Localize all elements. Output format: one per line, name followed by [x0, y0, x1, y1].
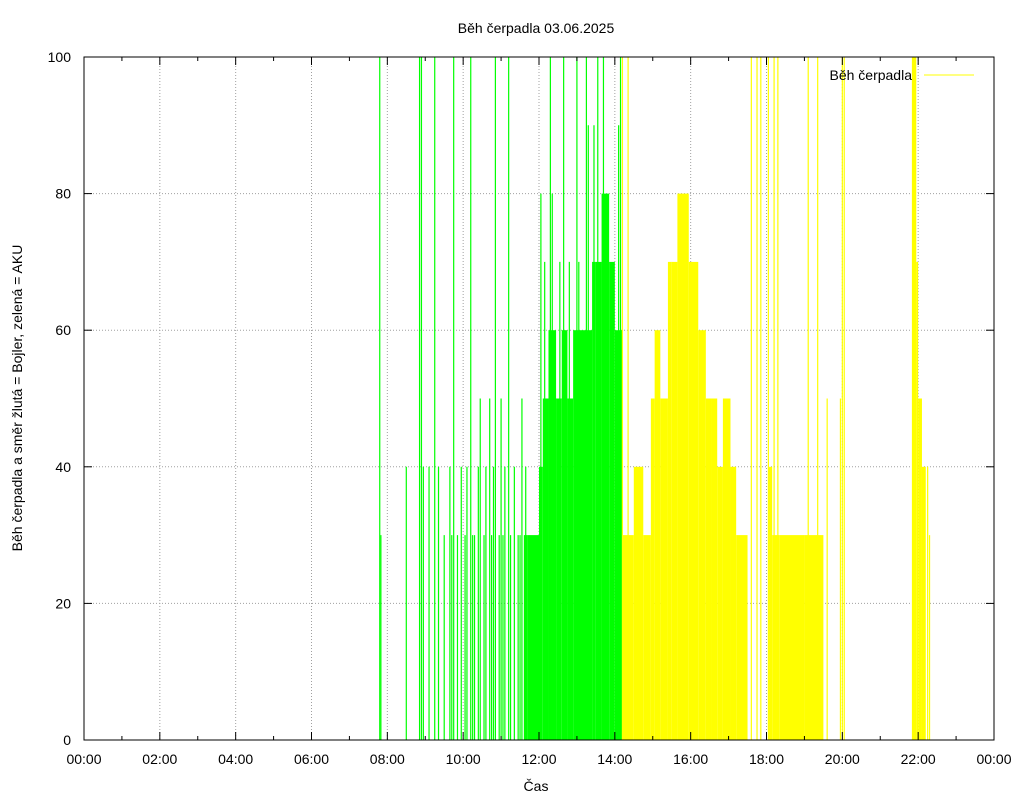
y-tick-label: 40: [55, 459, 71, 475]
bar: [567, 398, 574, 740]
bar: [804, 535, 824, 740]
x-tick-label: 16:00: [673, 751, 708, 767]
bar: [730, 466, 737, 740]
bar: [677, 193, 689, 741]
bar: [779, 535, 805, 740]
bar: [671, 261, 678, 740]
x-tick-label: 12:00: [521, 751, 556, 767]
bar: [654, 330, 661, 740]
bar: [667, 261, 672, 740]
x-tick-label: 10:00: [446, 751, 481, 767]
bar: [609, 261, 615, 740]
ticks: 00:00 02:00 04:00 06:00 08:00 10:00 12:00 14:00…: [48, 49, 1012, 767]
bar: [595, 261, 602, 740]
x-tick-label: 20:00: [825, 751, 860, 767]
bar: [688, 261, 699, 740]
x-tick-label: 00:00: [66, 751, 101, 767]
bar: [698, 330, 706, 740]
bar: [722, 398, 731, 740]
y-tick-label: 0: [63, 732, 71, 748]
x-tick-label: 04:00: [218, 751, 253, 767]
bar: [660, 398, 668, 740]
bar: [772, 535, 780, 740]
x-tick-label: 14:00: [597, 751, 632, 767]
y-axis-label: Běh čerpadla a směr žlutá = Bojler, zele…: [9, 245, 25, 552]
bar: [736, 535, 748, 740]
legend-label: Běh čerpadla: [829, 67, 912, 83]
bar: [717, 466, 723, 740]
bar: [578, 330, 585, 740]
bar: [527, 535, 539, 740]
y-tick-label: 100: [48, 49, 72, 65]
x-tick-label: 22:00: [901, 751, 936, 767]
bar: [918, 398, 922, 740]
x-axis-label: Čas: [524, 778, 549, 794]
bar: [768, 466, 773, 740]
chart-title: Běh čerpadla 03.06.2025: [458, 20, 615, 36]
x-tick-label: 08:00: [370, 751, 405, 767]
legend: Běh čerpadla: [829, 67, 974, 83]
bar: [601, 193, 610, 741]
bar: [633, 466, 644, 740]
bar: [705, 398, 712, 740]
bar: [573, 330, 579, 740]
bar: [542, 398, 549, 740]
bars: [379, 57, 931, 741]
bar: [650, 398, 655, 740]
bar: [711, 398, 718, 740]
bar: [916, 261, 919, 740]
bar: [561, 330, 568, 740]
bar: [556, 398, 562, 740]
bar: [921, 466, 926, 740]
bar: [643, 535, 651, 740]
x-tick-label: 00:00: [976, 751, 1011, 767]
bar: [912, 57, 917, 740]
x-tick-label: 18:00: [749, 751, 784, 767]
y-tick-label: 80: [55, 186, 71, 202]
y-tick-label: 60: [55, 322, 71, 338]
x-tick-label: 06:00: [294, 751, 329, 767]
y-tick-label: 20: [55, 595, 71, 611]
x-tick-label: 02:00: [142, 751, 177, 767]
